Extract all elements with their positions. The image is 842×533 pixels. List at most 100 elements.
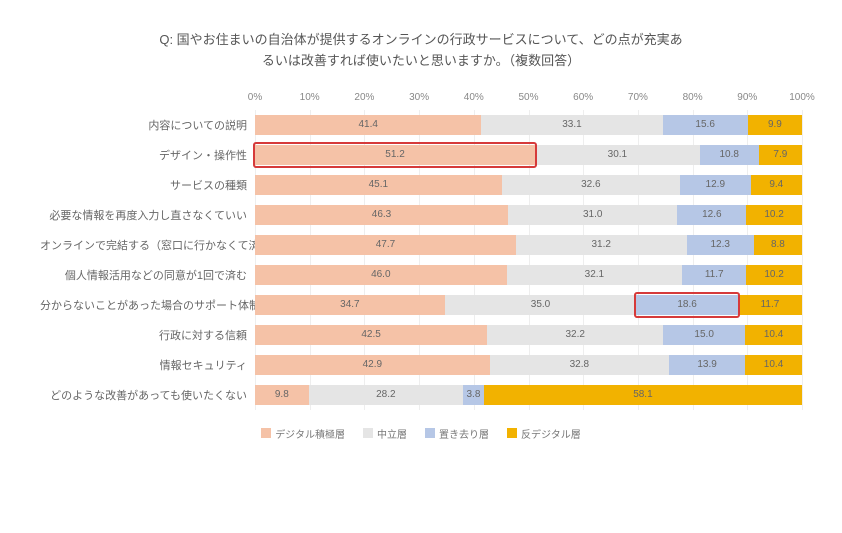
bar-segment: 46.0: [255, 265, 507, 285]
table-row: 個人情報活用などの同意が1回で済む46.032.111.710.2: [40, 260, 802, 290]
bar-segment: 47.7: [255, 235, 516, 255]
bar-segment: 32.8: [490, 355, 669, 375]
bar-segment: 12.3: [687, 235, 754, 255]
bar-segment: 35.0: [445, 295, 636, 315]
table-row: サービスの種類45.132.612.99.4: [40, 170, 802, 200]
legend-label: 置き去り層: [439, 426, 489, 441]
bar-track: 45.132.612.99.4: [255, 175, 802, 195]
bar-segment: 9.4: [751, 175, 802, 195]
legend-label: デジタル積極層: [275, 426, 345, 441]
bar-track: 46.032.111.710.2: [255, 265, 802, 285]
table-row: オンラインで完結する（窓口に行かなくて済む）47.731.212.38.8: [40, 230, 802, 260]
bar-segment: 31.0: [508, 205, 677, 225]
row-label: サービスの種類: [40, 177, 255, 193]
bar-segment: 42.5: [255, 325, 487, 345]
bar-segment: 8.8: [754, 235, 802, 255]
bar-segment: 10.8: [700, 145, 759, 165]
bar-segment: 9.9: [748, 115, 802, 135]
chart-rows: 内容についての説明41.433.115.69.9デザイン・操作性51.230.1…: [40, 110, 802, 410]
row-label: どのような改善があっても使いたくない: [40, 387, 255, 403]
row-label: 個人情報活用などの同意が1回で済む: [40, 267, 255, 283]
bar-segment: 31.2: [516, 235, 687, 255]
x-axis-tick: 100%: [789, 92, 815, 103]
legend-item: デジタル積極層: [261, 426, 345, 441]
legend-swatch: [261, 428, 271, 438]
table-row: どのような改善があっても使いたくない9.828.23.858.1: [40, 380, 802, 410]
bar-segment: 15.0: [663, 325, 745, 345]
bar-segment: 12.9: [680, 175, 751, 195]
bar-segment: 32.6: [502, 175, 680, 195]
bar-segment: 9.8: [255, 385, 309, 405]
bar-segment: 18.6: [636, 295, 738, 315]
title-line-1: Q: 国やお住まいの自治体が提供するオンラインの行政サービスについて、どの点が充…: [159, 32, 682, 47]
x-axis-tick: 70%: [628, 92, 648, 103]
bar-segment: 28.2: [309, 385, 463, 405]
x-axis-tick: 20%: [354, 92, 374, 103]
bar-track: 34.735.018.611.7: [255, 295, 802, 315]
bar-segment: 15.6: [663, 115, 748, 135]
table-row: デザイン・操作性51.230.110.87.9: [40, 140, 802, 170]
x-axis-tick: 30%: [409, 92, 429, 103]
x-axis-tick: 80%: [683, 92, 703, 103]
chart: 0%10%20%30%40%50%60%70%80%90%100% 内容について…: [40, 92, 802, 410]
bar-segment: 12.6: [677, 205, 746, 225]
bar-segment: 46.3: [255, 205, 508, 225]
legend-item: 中立層: [363, 426, 407, 441]
x-axis-tick: 60%: [573, 92, 593, 103]
bar-segment: 11.7: [738, 295, 802, 315]
bar-segment: 45.1: [255, 175, 502, 195]
bar-segment: 11.7: [682, 265, 746, 285]
x-axis-tick: 90%: [737, 92, 757, 103]
x-axis-tick: 40%: [464, 92, 484, 103]
legend-swatch: [425, 428, 435, 438]
bar-segment: 10.4: [745, 325, 802, 345]
legend-swatch: [363, 428, 373, 438]
chart-title: Q: 国やお住まいの自治体が提供するオンラインの行政サービスについて、どの点が充…: [101, 30, 741, 72]
row-label: 必要な情報を再度入力し直さなくていい: [40, 207, 255, 223]
table-row: 必要な情報を再度入力し直さなくていい46.331.012.610.2: [40, 200, 802, 230]
bar-track: 42.532.215.010.4: [255, 325, 802, 345]
bar-segment: 42.9: [255, 355, 490, 375]
table-row: 分からないことがあった場合のサポート体制34.735.018.611.7: [40, 290, 802, 320]
bar-track: 42.932.813.910.4: [255, 355, 802, 375]
legend-label: 中立層: [377, 426, 407, 441]
table-row: 行政に対する信頼42.532.215.010.4: [40, 320, 802, 350]
table-row: 内容についての説明41.433.115.69.9: [40, 110, 802, 140]
legend-swatch: [507, 428, 517, 438]
legend: デジタル積極層 中立層 置き去り層 反デジタル層: [40, 426, 802, 441]
bar-segment: 13.9: [669, 355, 745, 375]
bar-track: 9.828.23.858.1: [255, 385, 802, 405]
bar-segment: 41.4: [255, 115, 481, 135]
bar-segment: 58.1: [484, 385, 802, 405]
bar-segment: 32.1: [507, 265, 683, 285]
table-row: 情報セキュリティ42.932.813.910.4: [40, 350, 802, 380]
bar-segment: 30.1: [535, 145, 700, 165]
row-label: デザイン・操作性: [40, 147, 255, 163]
bar-segment: 10.2: [746, 265, 802, 285]
x-axis-tick: 0%: [248, 92, 262, 103]
bar-segment: 7.9: [759, 145, 802, 165]
bar-segment: 3.8: [463, 385, 484, 405]
legend-item: 反デジタル層: [507, 426, 581, 441]
x-axis-tick: 50%: [518, 92, 538, 103]
legend-label: 反デジタル層: [521, 426, 581, 441]
bar-segment: 51.2: [255, 145, 535, 165]
bar-segment: 33.1: [481, 115, 662, 135]
bar-segment: 32.2: [487, 325, 663, 345]
legend-item: 置き去り層: [425, 426, 489, 441]
bar-segment: 10.2: [746, 205, 802, 225]
bar-segment: 10.4: [745, 355, 802, 375]
bar-track: 51.230.110.87.9: [255, 145, 802, 165]
x-axis-tick: 10%: [300, 92, 320, 103]
row-label: オンラインで完結する（窓口に行かなくて済む）: [40, 237, 255, 253]
bar-track: 46.331.012.610.2: [255, 205, 802, 225]
bar-track: 47.731.212.38.8: [255, 235, 802, 255]
bar-segment: 34.7: [255, 295, 445, 315]
x-axis: 0%10%20%30%40%50%60%70%80%90%100%: [40, 92, 802, 110]
row-label: 情報セキュリティ: [40, 357, 255, 373]
title-line-2: るいは改善すれば使いたいと思いますか。（複数回答）: [262, 53, 580, 68]
row-label: 分からないことがあった場合のサポート体制: [40, 297, 255, 313]
row-label: 行政に対する信頼: [40, 327, 255, 343]
bar-track: 41.433.115.69.9: [255, 115, 802, 135]
row-label: 内容についての説明: [40, 117, 255, 133]
